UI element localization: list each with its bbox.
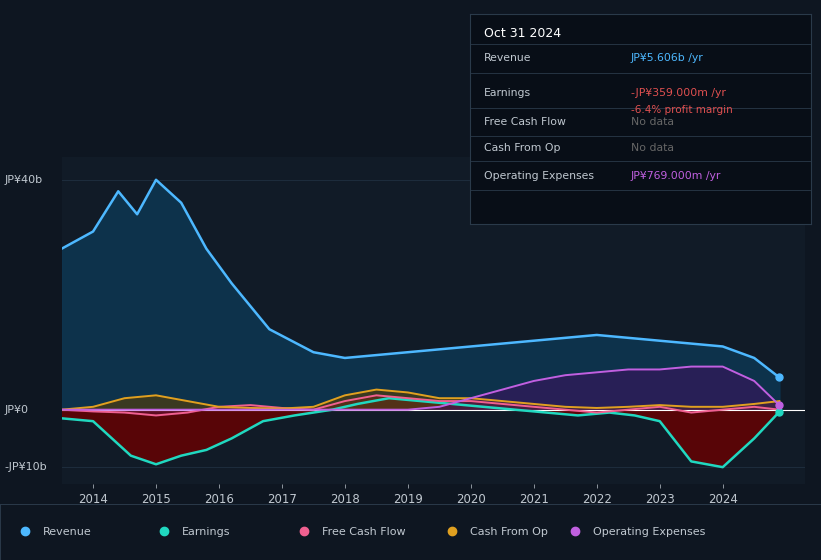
Text: JP¥40b: JP¥40b xyxy=(4,175,42,185)
Text: No data: No data xyxy=(631,143,673,153)
Text: Revenue: Revenue xyxy=(43,527,91,537)
Text: -6.4% profit margin: -6.4% profit margin xyxy=(631,105,732,115)
Text: Oct 31 2024: Oct 31 2024 xyxy=(484,27,562,40)
Text: Free Cash Flow: Free Cash Flow xyxy=(322,527,406,537)
Text: JP¥0: JP¥0 xyxy=(4,405,28,415)
Text: Earnings: Earnings xyxy=(484,88,531,98)
Text: -JP¥359.000m /yr: -JP¥359.000m /yr xyxy=(631,88,726,98)
Text: Free Cash Flow: Free Cash Flow xyxy=(484,117,566,127)
Text: JP¥5.606b /yr: JP¥5.606b /yr xyxy=(631,53,704,63)
Text: Operating Expenses: Operating Expenses xyxy=(484,171,594,181)
Text: Earnings: Earnings xyxy=(182,527,231,537)
Text: Cash From Op: Cash From Op xyxy=(484,143,561,153)
Text: No data: No data xyxy=(631,117,673,127)
Text: JP¥769.000m /yr: JP¥769.000m /yr xyxy=(631,171,721,181)
Text: -JP¥10b: -JP¥10b xyxy=(4,462,47,472)
Text: Cash From Op: Cash From Op xyxy=(470,527,548,537)
Text: Revenue: Revenue xyxy=(484,53,531,63)
Text: Operating Expenses: Operating Expenses xyxy=(593,527,705,537)
